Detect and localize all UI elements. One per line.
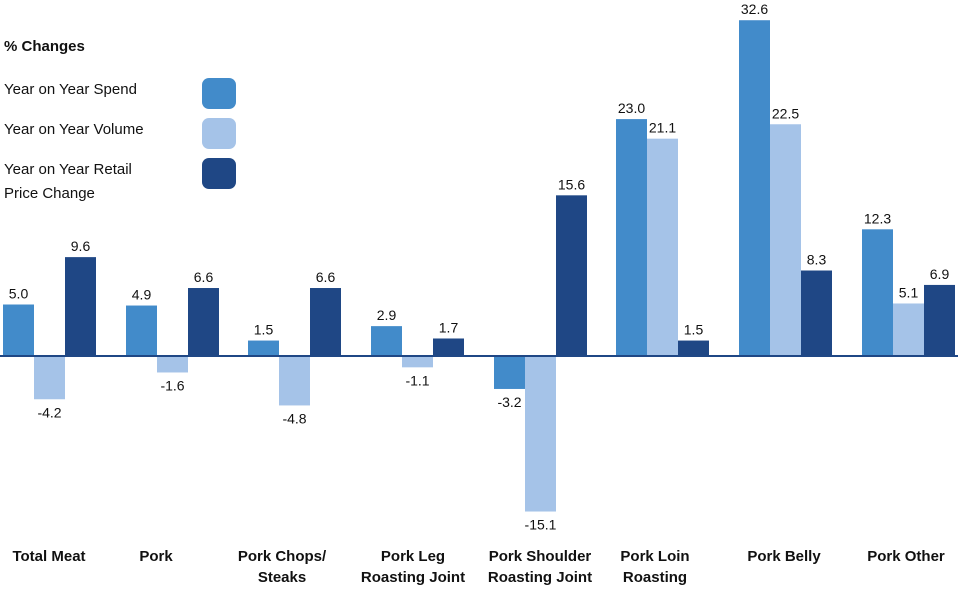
bar-spend-6 bbox=[739, 20, 770, 356]
category-label-pork-belly: Pork Belly bbox=[747, 548, 821, 565]
legend-swatch-price bbox=[202, 158, 236, 189]
value-label-volume-3: -1.1 bbox=[405, 372, 429, 388]
legend-item-price: Year on Year Retail Price Change bbox=[4, 158, 236, 202]
value-labels-group: 5.0 4.9 1.5 2.9 -3.2 23.0 32.6 12.3 -4.2 -1.6 -4.8… bbox=[9, 1, 950, 532]
value-label-spend-0: 5.0 bbox=[9, 286, 29, 302]
bar-spend-5 bbox=[616, 119, 647, 356]
category-label-pork-shoulder-roasting-joint: Pork Shoulder Roasting Joint bbox=[487, 548, 593, 586]
value-label-volume-6: 22.5 bbox=[772, 105, 799, 121]
value-label-spend-6: 32.6 bbox=[741, 1, 768, 17]
value-label-volume-4: -15.1 bbox=[525, 517, 557, 533]
bar-spend-3 bbox=[371, 326, 402, 356]
category-label-pork: Pork bbox=[139, 548, 173, 565]
value-label-volume-2: -4.8 bbox=[282, 410, 306, 426]
bar-price-5 bbox=[678, 340, 709, 356]
value-label-price-2: 6.6 bbox=[316, 269, 336, 285]
bars-group bbox=[3, 20, 955, 512]
category-label-pork-leg-roasting-joint: Pork Leg Roasting Joint bbox=[360, 548, 466, 586]
bar-volume-4 bbox=[525, 356, 556, 512]
value-label-volume-7: 5.1 bbox=[899, 284, 919, 300]
legend-swatch-spend bbox=[202, 78, 236, 109]
bar-spend-1 bbox=[126, 305, 157, 356]
bar-volume-5 bbox=[647, 138, 678, 356]
value-label-spend-5: 23.0 bbox=[618, 100, 645, 116]
bar-volume-1 bbox=[157, 356, 188, 373]
value-label-price-3: 1.7 bbox=[439, 319, 459, 335]
bar-spend-0 bbox=[3, 304, 34, 356]
bar-price-7 bbox=[924, 284, 955, 356]
bar-volume-6 bbox=[770, 124, 801, 356]
bar-price-6 bbox=[801, 270, 832, 356]
bar-spend-2 bbox=[248, 340, 279, 356]
value-label-spend-7: 12.3 bbox=[864, 210, 891, 226]
value-label-price-0: 9.6 bbox=[71, 238, 91, 254]
bar-price-1 bbox=[188, 288, 219, 356]
bar-spend-4 bbox=[494, 356, 525, 389]
category-label-total-meat: Total Meat bbox=[12, 548, 86, 565]
category-label-pork-other: Pork Other bbox=[867, 548, 945, 565]
category-label-pork-loin-roasting: Pork Loin Roasting bbox=[620, 548, 690, 586]
value-label-spend-3: 2.9 bbox=[377, 307, 397, 323]
value-label-volume-5: 21.1 bbox=[649, 120, 676, 136]
legend-label-spend: Year on Year Spend bbox=[4, 81, 137, 98]
value-label-price-1: 6.6 bbox=[194, 269, 214, 285]
bar-volume-2 bbox=[279, 356, 310, 406]
value-label-volume-0: -4.2 bbox=[37, 404, 61, 420]
legend-label-price: Year on Year Retail Price Change bbox=[4, 161, 132, 202]
value-label-spend-2: 1.5 bbox=[254, 322, 274, 338]
value-label-price-6: 8.3 bbox=[807, 252, 827, 268]
bar-spend-7 bbox=[862, 229, 893, 356]
value-label-price-7: 6.9 bbox=[930, 266, 950, 282]
legend-item-volume: Year on Year Volume bbox=[4, 118, 236, 158]
bar-volume-7 bbox=[893, 303, 924, 356]
legend-title: % Changes bbox=[4, 38, 85, 55]
bar-price-0 bbox=[65, 257, 96, 356]
bar-volume-0 bbox=[34, 356, 65, 400]
legend-swatch-volume bbox=[202, 118, 236, 149]
bar-volume-3 bbox=[402, 356, 433, 368]
legend-label-volume: Year on Year Volume bbox=[4, 121, 144, 138]
bar-price-2 bbox=[310, 288, 341, 356]
bar-price-3 bbox=[433, 338, 464, 356]
value-label-spend-4: -3.2 bbox=[497, 394, 521, 410]
value-label-price-4: 15.6 bbox=[558, 176, 585, 192]
category-label-pork-chops-steaks: Pork Chops/ Steaks bbox=[237, 548, 327, 586]
value-label-price-5: 1.5 bbox=[684, 322, 704, 338]
legend-item-spend: Year on Year Spend bbox=[4, 78, 236, 118]
value-label-volume-1: -1.6 bbox=[160, 377, 184, 393]
bar-price-4 bbox=[556, 195, 587, 356]
value-label-spend-1: 4.9 bbox=[132, 287, 152, 303]
